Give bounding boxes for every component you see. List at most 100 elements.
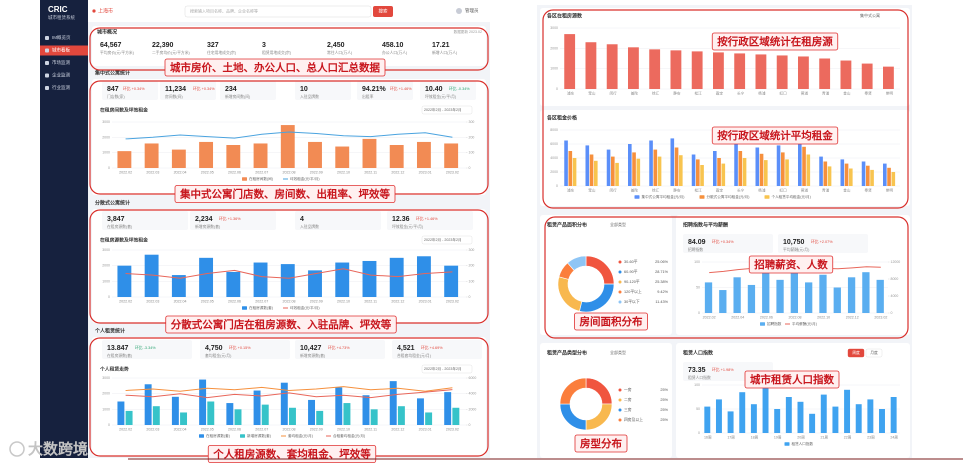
sidebar-item[interactable]: 城市看板 [52, 47, 70, 54]
bar [832, 406, 839, 433]
kpi-value: 10,750 [783, 239, 805, 246]
bar [704, 406, 711, 433]
bar [389, 257, 404, 297]
bar [362, 395, 370, 425]
legend-swatch [760, 322, 765, 326]
x-tick-label: 2022.04 [174, 427, 187, 431]
bar [674, 147, 679, 186]
filter-dropdown[interactable]: 全部类型 [610, 221, 626, 227]
user-name: 管理员 [465, 7, 479, 14]
date-range[interactable] [421, 364, 473, 374]
filter-dropdown[interactable]: 全部类型 [610, 349, 626, 355]
chart-title: 在租房源数及坪效租金 [100, 236, 148, 243]
legend-dot [618, 300, 622, 304]
bar [362, 138, 377, 168]
y2-tick-label: 0 [469, 295, 471, 299]
x-tick-label: 2023.02 [446, 299, 459, 303]
x-tick-label: 2022.11 [364, 170, 377, 174]
kpi-value: 13.847 [107, 345, 129, 352]
kpi-label: 坪效租金(元/平/月) [392, 224, 424, 229]
legend-label: 租赁人口指数 [792, 441, 814, 446]
bar [226, 145, 241, 168]
bar [721, 163, 726, 186]
legend-dot [618, 418, 622, 422]
tab-label[interactable]: 月度 [870, 350, 878, 355]
filter-dropdown[interactable]: 集中式公寓 [860, 12, 880, 18]
bar [316, 410, 324, 425]
bar [840, 60, 852, 89]
tab[interactable] [847, 348, 865, 358]
kpi-change: 环比 +1.46% [390, 86, 412, 91]
x-tick-label: 2022.11 [364, 427, 377, 431]
legend-label: 坪效租金(元/平/月) [290, 176, 320, 181]
bar [207, 401, 215, 425]
annotation-box [711, 126, 839, 145]
bar [827, 166, 832, 186]
search-button-label[interactable]: 搜索 [379, 8, 388, 15]
tab-label[interactable]: 周度 [852, 350, 860, 355]
bar [594, 160, 598, 186]
sidebar-item[interactable]: 企业监测 [52, 72, 70, 79]
legend-label: 三房 [624, 407, 632, 412]
legend-swatch [784, 442, 790, 446]
legend-value: 25% [660, 398, 668, 402]
kpi-change: 环比 +4.73% [328, 345, 350, 350]
section-title: 各区租金价格 [546, 114, 578, 121]
bar [862, 272, 870, 313]
city-selector[interactable]: 上海市 [98, 7, 113, 14]
legend-label: 集中式公寓平均租金(元/月) [642, 194, 685, 199]
search-button[interactable] [373, 6, 393, 17]
date-range-label[interactable]: 2022年2月 - 2023年2月 [424, 237, 462, 242]
chart-title: 在租房间数及坪效租金 [100, 106, 148, 113]
bar [226, 271, 241, 297]
y-tick-label: 3000 [550, 26, 558, 30]
y-tick-label: 0 [108, 166, 110, 170]
bar [261, 404, 269, 425]
kpi-value: 4,750 [205, 345, 223, 352]
date-range[interactable] [421, 235, 473, 245]
bar [636, 158, 641, 186]
bar [867, 399, 874, 433]
date-range[interactable] [421, 105, 473, 115]
x-tick-label: 2022.05 [201, 427, 214, 431]
bar [117, 401, 125, 425]
bar [713, 151, 717, 186]
legend-dot [618, 290, 622, 294]
date-range-label[interactable]: 2022年2月 - 2023年2月 [424, 366, 462, 371]
kpi-value: 73.35 [688, 367, 706, 374]
bar [670, 50, 682, 89]
kpi-label: 套均租金(元/月) [205, 353, 232, 358]
annotation-label: 房间面积分布 [580, 315, 643, 328]
tab[interactable] [865, 348, 883, 358]
x-tick-label: 2022.02 [119, 299, 132, 303]
x-tick-label: 2022.04 [174, 299, 187, 303]
bar [253, 390, 261, 425]
legend-label: 平均薪酬(元/月) [792, 321, 817, 326]
kpi-label: 住宅用地成交(宗) [207, 50, 237, 55]
watermark: 大数跨境 [28, 440, 88, 458]
kpi-label: 租赁人口指数 [688, 375, 711, 380]
x-tick-label: 崇明 [886, 90, 894, 95]
x-tick-label: 普陀 [631, 187, 639, 192]
sidebar-item[interactable]: 行业监测 [52, 84, 70, 91]
sidebar-item[interactable]: 市场监测 [52, 59, 70, 66]
bar [370, 409, 378, 425]
x-tick-label: 2022.07 [255, 299, 268, 303]
search-box[interactable] [184, 5, 372, 18]
sidebar-icon [45, 86, 49, 90]
x-tick-label: 2022.07 [255, 427, 268, 431]
bar [855, 404, 862, 433]
bar [564, 140, 568, 186]
annotation-label: 按行政区域统计在租房源 [717, 35, 833, 48]
x-tick-label: 2022.08 [283, 427, 296, 431]
bar [750, 404, 757, 433]
bar [713, 52, 724, 89]
kpi-value: 847 [107, 86, 119, 93]
card [676, 343, 910, 458]
sidebar-item[interactable]: IM概览页 [52, 34, 71, 41]
date-range-label[interactable]: 2022年2月 - 2023年2月 [424, 107, 462, 112]
bar [628, 144, 632, 186]
bar [797, 401, 804, 433]
legend-label: 分散式公寓平均租金(元/月) [707, 194, 750, 199]
